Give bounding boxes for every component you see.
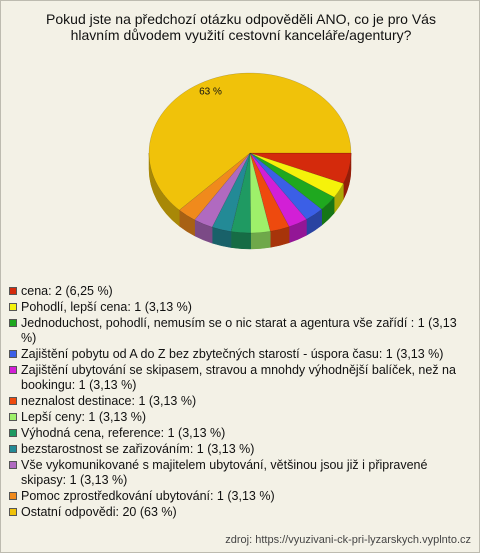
legend-label: Pohodlí, lepší cena: 1 (3,13 %) — [21, 300, 192, 314]
slice — [194, 152, 251, 228]
legend-swatch — [9, 508, 17, 516]
legend: cena: 2 (6,25 %) Pohodlí, lepší cena: 1 (… — [9, 284, 471, 521]
pie: 63 % — [148, 72, 352, 250]
legend-item: cena: 2 (6,25 %) — [9, 284, 471, 299]
slice — [249, 152, 271, 234]
legend-swatch — [9, 413, 17, 421]
legend-item: Výhodná cena, reference: 1 (3,13 %) — [9, 426, 471, 441]
slice — [230, 152, 251, 234]
legend-swatch — [9, 350, 17, 358]
legend-item: Pomoc zprostředkování ubytování: 1 (3,13… — [9, 489, 471, 504]
legend-label: Vše vykomunikované s majitelem ubytování… — [21, 458, 428, 487]
slice — [249, 152, 290, 232]
legend-label: Pomoc zprostředkování ubytování: 1 (3,13… — [21, 489, 275, 503]
legend-swatch — [9, 287, 17, 295]
legend-item: Jednoduchost, pohodlí, nemusím se o nic … — [9, 316, 471, 346]
legend-item: Pohodlí, lepší cena: 1 (3,13 %) — [9, 300, 471, 315]
legend-swatch — [9, 461, 17, 469]
legend-label: Zajištění pobytu od A do Z bez zbytečnýc… — [21, 347, 444, 361]
legend-label: Zajištění ubytování se skipasem, stravou… — [21, 363, 456, 392]
legend-swatch — [9, 397, 17, 405]
legend-item: Vše vykomunikované s majitelem ubytování… — [9, 458, 471, 488]
slice — [249, 152, 307, 228]
legend-label: bezstarostnost se zařizováním: 1 (3,13 %… — [21, 442, 255, 456]
data-label: 63 % — [199, 87, 222, 98]
slice — [249, 152, 344, 198]
legend-label: Jednoduchost, pohodlí, nemusím se o nic … — [21, 316, 457, 345]
legend-item: neznalost destinace: 1 (3,13 %) — [9, 394, 471, 409]
slice-side — [230, 231, 251, 250]
legend-item: Zajištění pobytu od A do Z bez zbytečnýc… — [9, 347, 471, 362]
legend-label: Výhodná cena, reference: 1 (3,13 %) — [21, 426, 226, 440]
legend-swatch — [9, 366, 17, 374]
legend-swatch — [9, 492, 17, 500]
legend-swatch — [9, 445, 17, 453]
legend-item: Zajištění ubytování se skipasem, stravou… — [9, 363, 471, 393]
slice — [211, 152, 251, 232]
legend-swatch — [9, 303, 17, 311]
slice — [249, 152, 352, 184]
slice-side — [250, 231, 271, 250]
slice — [249, 152, 323, 220]
legend-label: Lepší ceny: 1 (3,13 %) — [21, 410, 147, 424]
source: zdroj: https://vyuzivani-ck-pri-lyzarsky… — [225, 534, 471, 546]
legend-item: bezstarostnost se zařizováním: 1 (3,13 %… — [9, 442, 471, 457]
legend-item: Ostatní odpovědi: 20 (63 %) — [9, 505, 471, 520]
legend-label: cena: 2 (6,25 %) — [21, 284, 113, 298]
legend-swatch — [9, 319, 17, 327]
legend-label: Ostatní odpovědi: 20 (63 %) — [21, 505, 177, 519]
legend-item: Lepší ceny: 1 (3,13 %) — [9, 410, 471, 425]
legend-label: neznalost destinace: 1 (3,13 %) — [21, 394, 197, 408]
slice — [148, 72, 352, 211]
slice — [249, 152, 335, 210]
chart-title: Pokud jste na předchozí otázku odpověděl… — [46, 11, 436, 43]
legend-swatch — [9, 429, 17, 437]
slice — [178, 152, 251, 221]
